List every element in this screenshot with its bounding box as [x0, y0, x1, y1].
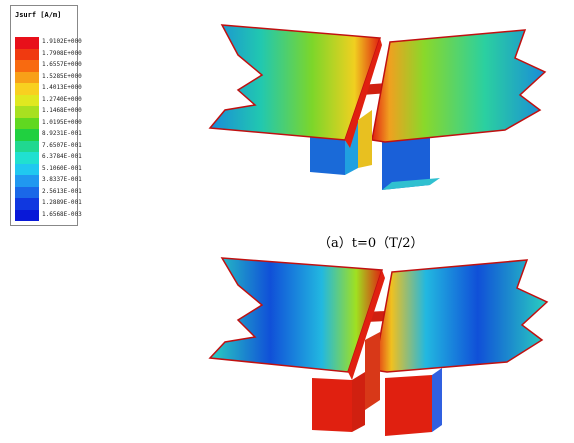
legend-swatch	[15, 198, 39, 210]
legend-entry: 1.4013E+000	[15, 83, 82, 95]
legend-swatch	[15, 152, 39, 164]
legend-label: 1.4013E+000	[42, 84, 82, 91]
legend-entry: 1.1468E+000	[15, 106, 82, 118]
legend-entry: 1.5285E+000	[15, 71, 82, 83]
legend-swatch	[15, 48, 39, 60]
legend-swatch	[15, 140, 39, 152]
legend-swatch	[15, 71, 39, 83]
legend-label: 1.2889E-001	[42, 199, 82, 206]
legend-label: 7.6507E-001	[42, 141, 82, 149]
legend-entry: 7.6507E-001	[15, 140, 82, 152]
legend-label: 1.7908E+000	[42, 49, 82, 57]
caption: （a）t=0（T/2）	[318, 236, 424, 251]
legend-entry: 1.2889E-001	[15, 198, 82, 210]
legend-label: 2.5613E-001	[42, 187, 82, 195]
legend-swatch	[15, 186, 39, 198]
legend-swatch	[15, 209, 39, 221]
legend-swatch	[15, 83, 39, 95]
legend-label: 3.8337E-001	[42, 176, 82, 183]
legend-title: Jsurf [A/m]	[15, 11, 62, 19]
legend-entry: 6.3784E-001	[15, 152, 82, 164]
legend-swatch	[15, 60, 39, 72]
legend-swatch	[15, 117, 39, 129]
legend-entry: 5.1060E-001	[15, 163, 82, 175]
legend-label: 1.6568E-003	[42, 210, 82, 218]
legend-swatch	[15, 94, 39, 106]
legend-label: 6.3784E-001	[42, 153, 82, 160]
legend-entry: 1.6568E-003	[15, 209, 82, 221]
legend-swatch	[15, 163, 39, 175]
legend-label: 1.5285E+000	[42, 72, 82, 80]
legend-label: 1.9102E+000	[42, 38, 82, 45]
legend: Jsurf [A/m] 1.9102E+000 1.7908E+000 1.6557…	[10, 5, 82, 226]
legend-label: 1.6557E+000	[42, 61, 82, 68]
legend-label: 1.0195E+000	[42, 118, 82, 126]
legend-label: 5.1060E-001	[42, 164, 82, 172]
legend-entry: 1.7908E+000	[15, 48, 82, 60]
rendering-bottom	[208, 257, 549, 436]
rendering-top	[208, 24, 547, 190]
legend-label: 1.2740E+000	[42, 95, 82, 103]
legend-swatch	[15, 106, 39, 118]
legend-swatch	[15, 129, 39, 141]
legend-swatch	[15, 175, 39, 187]
legend-label: 1.1468E+000	[42, 107, 82, 114]
legend-entry: 1.6557E+000	[15, 60, 82, 72]
legend-entry: 1.0195E+000	[15, 117, 82, 129]
legend-entry: 8.9231E-001	[15, 129, 82, 141]
legend-label: 8.9231E-001	[42, 130, 82, 137]
legend-swatch	[15, 37, 39, 49]
legend-entry: 2.5613E-001	[15, 186, 82, 198]
legend-entry: 1.2740E+000	[15, 94, 82, 106]
legend-entry: 3.8337E-001	[15, 175, 82, 187]
legend-entry: 1.9102E+000	[15, 37, 82, 49]
